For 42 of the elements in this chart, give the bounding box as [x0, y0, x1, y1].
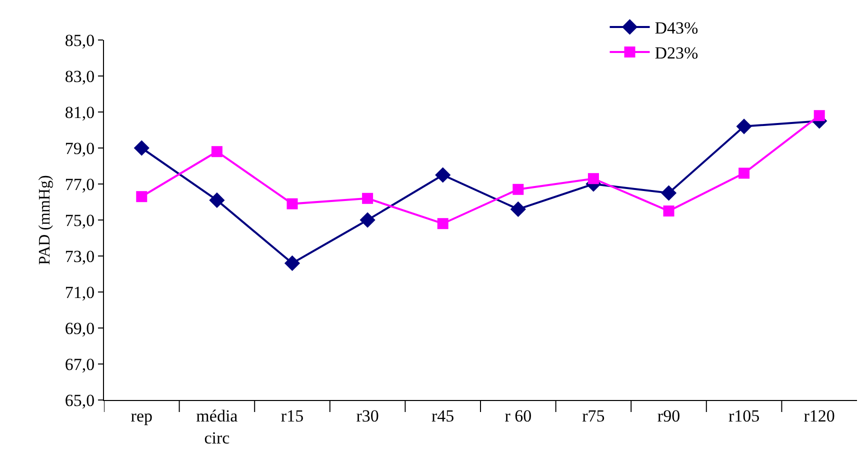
- y-tick-label: 69,0: [64, 318, 95, 338]
- point: [512, 184, 524, 195]
- x-tick-label: rep: [130, 406, 153, 426]
- point: [435, 167, 451, 183]
- point: [588, 173, 599, 184]
- y-tick-label: 83,0: [64, 66, 95, 86]
- point: [437, 218, 448, 230]
- x-tick-label: r105: [728, 406, 760, 426]
- y-tick-label: 81,0: [64, 102, 95, 122]
- x-tick-label: média circ: [196, 406, 238, 448]
- x-tick-label: r15: [280, 406, 304, 426]
- x-tick-label: r120: [804, 406, 835, 426]
- legend-label: D43%: [654, 18, 698, 38]
- point: [209, 192, 225, 208]
- y-tick-label: 67,0: [64, 354, 95, 374]
- x-tick-label: r30: [356, 406, 379, 426]
- y-axis-title: PAD (mmHg): [36, 175, 54, 265]
- point: [510, 201, 526, 217]
- x-tick-label: r75: [582, 406, 605, 426]
- point: [660, 185, 677, 201]
- y-tick-label: 85,0: [64, 30, 95, 50]
- x-tick-label: r90: [657, 406, 680, 426]
- x-tick-label: r45: [432, 406, 454, 426]
- y-tick-label: 71,0: [64, 282, 95, 302]
- y-tick-label: 75,0: [64, 210, 95, 230]
- y-tick-label: 77,0: [64, 174, 95, 194]
- point: [136, 191, 148, 202]
- y-tick-label: 65,0: [64, 390, 95, 410]
- point: [286, 198, 298, 210]
- point: [736, 118, 752, 134]
- x-tick-label: r 60: [504, 406, 532, 426]
- point: [284, 255, 300, 271]
- y-tick-label: 79,0: [64, 138, 95, 158]
- point: [663, 206, 674, 216]
- point: [360, 212, 376, 228]
- point: [814, 110, 825, 122]
- point: [211, 146, 222, 158]
- point: [362, 192, 374, 204]
- y-tick-label: 73,0: [64, 246, 95, 266]
- point: [134, 140, 150, 156]
- point: [738, 168, 750, 179]
- legend-label: D23%: [654, 44, 698, 63]
